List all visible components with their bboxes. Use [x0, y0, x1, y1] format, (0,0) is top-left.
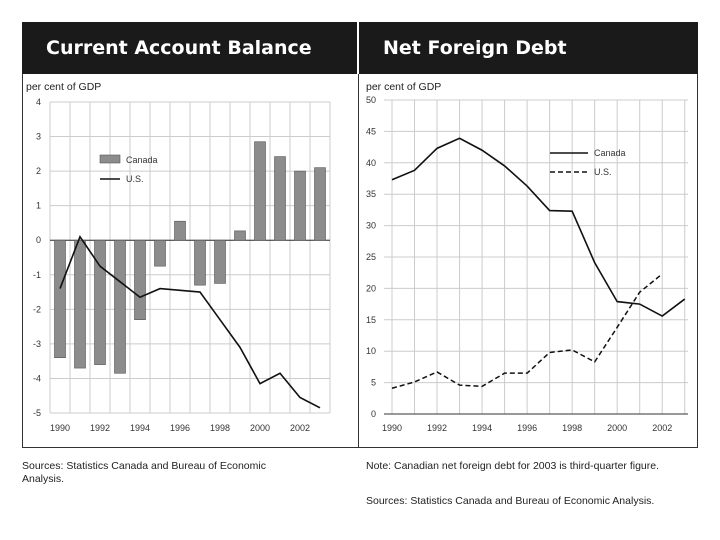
chart1-xtick-label: 1990 — [50, 423, 70, 433]
canada-bar — [74, 239, 86, 369]
left-sources-note: Sources: Statistics Canada and Bureau of… — [22, 460, 266, 485]
canada-bar — [214, 239, 226, 284]
canada-bar — [234, 230, 246, 241]
chart1-xtick-label: 2000 — [250, 423, 270, 433]
right-sources-note: Sources: Statistics Canada and Bureau of… — [366, 495, 655, 507]
chart1-xtick-label: 2002 — [290, 423, 310, 433]
chart1-xtick-label: 1994 — [130, 423, 150, 433]
legend-canada-label: Canada — [126, 155, 158, 165]
canada-bar — [54, 239, 66, 359]
legend-us-label: U.S. — [126, 174, 144, 184]
canada-bar — [254, 141, 266, 241]
chart1-xtick-label: 1998 — [210, 423, 230, 433]
canada-bar — [174, 220, 186, 241]
canada-bar — [274, 156, 286, 241]
canada-bar — [94, 239, 106, 365]
chart1-ytick-label: -4 — [33, 373, 41, 383]
chart1-ytick-label: 4 — [36, 97, 41, 107]
chart1-ytick-label: -5 — [33, 408, 41, 418]
chart1-ytick-label: -2 — [33, 304, 41, 314]
chart1-xtick-label: 1996 — [170, 423, 190, 433]
us-line — [59, 235, 321, 409]
right-footnote: Note: Canadian net foreign debt for 2003… — [366, 460, 660, 472]
canada-bar — [154, 239, 166, 267]
chart1-ytick-label: 0 — [36, 235, 41, 245]
canada-bar — [314, 167, 326, 241]
canada-bar — [114, 239, 126, 374]
canada-bar — [294, 170, 306, 241]
chart1-ytick-label: 1 — [36, 201, 41, 211]
chart1-ytick-label: 3 — [36, 132, 41, 142]
canada-bar — [194, 239, 206, 286]
chart1-ylabel: per cent of GDP — [26, 81, 101, 93]
current-account-title: Current Account Balance — [22, 22, 357, 74]
chart1-ytick-label: 2 — [36, 166, 41, 176]
legend-canada-swatch — [99, 154, 121, 164]
net-foreign-debt-title: Net Foreign Debt — [359, 22, 698, 74]
net-foreign-debt-panel — [358, 74, 698, 448]
chart1-xtick-label: 1992 — [90, 423, 110, 433]
canada-bar — [134, 239, 146, 321]
chart1-ytick-label: -1 — [33, 270, 41, 280]
chart1-ytick-label: -3 — [33, 339, 41, 349]
